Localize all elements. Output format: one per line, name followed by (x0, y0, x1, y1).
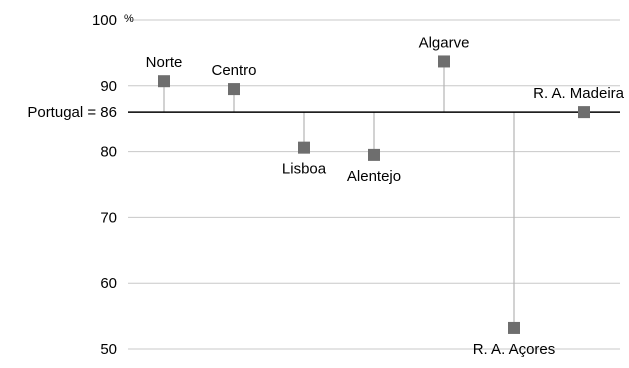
y-tick-label-50: 50 (100, 341, 117, 358)
data-label-algarve: Algarve (419, 34, 470, 51)
stems (163, 61, 515, 328)
data-label-alentejo: Alentejo (347, 168, 401, 185)
data-point-r-a-a-ores (508, 321, 520, 334)
data-label-r-a-madeira: R. A. Madeira (533, 85, 625, 102)
data-label-r-a-a-ores: R. A. Açores (473, 341, 556, 358)
y-tick-label-100: 100 (92, 12, 117, 29)
data-point-lisboa (298, 141, 310, 154)
data-point-norte (158, 75, 170, 88)
data-points (158, 55, 590, 334)
data-point-r-a-madeira (578, 106, 590, 119)
y-tick-label-70: 70 (100, 209, 117, 226)
data-labels: Norte Centro Lisboa Alentejo Algarve R. A. Aç… (146, 34, 625, 357)
y-tick-label-90: 90 (100, 78, 117, 95)
reference-label: Portugal = 86 (27, 104, 117, 121)
data-label-lisboa: Lisboa (282, 161, 327, 178)
data-label-centro: Centro (211, 62, 256, 79)
y-tick-label-80: 80 (100, 144, 117, 161)
grid-lines (128, 19, 620, 350)
data-point-alentejo (368, 148, 380, 161)
y-tick-label-60: 60 (100, 275, 117, 292)
y-axis-ticks: 50 60 70 80 90 100 (92, 12, 117, 358)
data-label-norte: Norte (146, 54, 183, 71)
data-point-algarve (438, 55, 450, 68)
data-point-centro (228, 83, 240, 96)
y-unit-label: % (124, 13, 134, 25)
